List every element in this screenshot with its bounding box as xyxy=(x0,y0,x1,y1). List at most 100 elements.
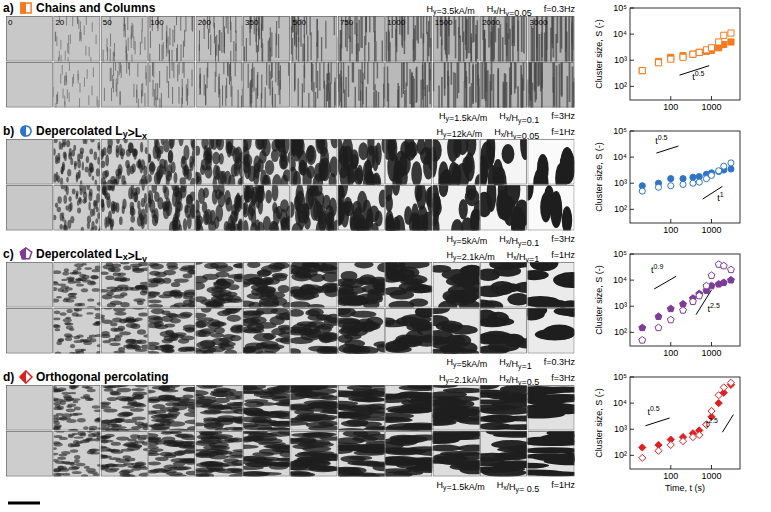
tile-border xyxy=(101,262,147,307)
tile-pattern xyxy=(513,1,515,43)
tile-pattern xyxy=(82,161,84,170)
tile-pattern xyxy=(456,289,484,300)
tile-pattern xyxy=(411,161,422,186)
tile-pattern xyxy=(148,299,162,303)
tile-pattern xyxy=(113,79,114,92)
tile-pattern xyxy=(397,267,419,279)
tile-pattern xyxy=(81,263,87,265)
tile-pattern xyxy=(113,273,121,277)
tile-pattern xyxy=(211,291,228,297)
tile-pattern xyxy=(169,221,176,236)
tile-pattern xyxy=(517,21,519,63)
tile-pattern xyxy=(194,146,200,156)
tile-pattern xyxy=(69,148,72,156)
tile-pattern xyxy=(339,74,340,105)
tile-pattern xyxy=(556,66,558,112)
tile-pattern xyxy=(112,75,113,88)
tile-pattern xyxy=(367,53,368,84)
tile-pattern xyxy=(86,15,87,25)
tile-pattern xyxy=(216,35,217,56)
tile-pattern xyxy=(55,155,58,164)
tile-pattern xyxy=(310,8,311,36)
tile-pattern xyxy=(100,151,104,160)
tile-pattern xyxy=(261,138,271,157)
tile-pattern xyxy=(59,141,61,149)
tile-pattern xyxy=(278,34,279,58)
tile-pattern xyxy=(76,283,84,286)
title-icon xyxy=(21,126,26,136)
tile-background xyxy=(53,185,100,231)
tile-pattern xyxy=(216,278,234,285)
tile-pattern xyxy=(92,269,101,272)
panel: c)Depercolated Lx>Lyf=1HzHx/Hy=1Hy=2.1kA… xyxy=(3,247,591,371)
tile-pattern xyxy=(66,75,67,85)
tile-pattern xyxy=(307,181,317,197)
tile-pattern xyxy=(270,71,271,95)
tile-pattern xyxy=(64,96,65,106)
tile-pattern xyxy=(350,216,360,233)
tile-pattern xyxy=(521,10,523,52)
image-tile xyxy=(148,54,195,115)
image-tile xyxy=(6,62,53,108)
tile-pattern xyxy=(530,44,532,90)
tile-pattern xyxy=(417,8,418,43)
tile-pattern xyxy=(458,0,460,38)
tile-pattern xyxy=(228,215,235,232)
tile-background xyxy=(243,16,290,62)
tile-pattern xyxy=(462,156,473,174)
tile-pattern xyxy=(407,0,408,34)
tile-pattern xyxy=(141,90,142,103)
tile-pattern xyxy=(219,30,220,51)
tile-pattern xyxy=(360,16,361,47)
tile-pattern xyxy=(378,92,379,123)
tile-pattern xyxy=(358,69,359,100)
tile-pattern xyxy=(538,40,540,86)
tile-border xyxy=(54,262,100,307)
tile-pattern xyxy=(453,72,455,111)
tile-border xyxy=(291,62,337,107)
tile-pattern xyxy=(269,65,270,89)
tile-pattern xyxy=(89,188,93,196)
tile-pattern xyxy=(194,296,207,302)
tile-pattern xyxy=(553,60,555,106)
tile-pattern xyxy=(140,142,143,153)
tile-pattern xyxy=(242,203,247,215)
tile-pattern xyxy=(304,203,310,220)
image-tile xyxy=(385,45,432,125)
tile-pattern xyxy=(87,298,94,301)
tile-pattern xyxy=(266,61,267,85)
tile-pattern xyxy=(93,200,97,207)
tile-border xyxy=(149,16,195,61)
tile-pattern xyxy=(50,282,58,286)
tile-border xyxy=(149,139,195,184)
tile-pattern xyxy=(257,279,273,285)
tile-pattern xyxy=(469,45,471,84)
tile-pattern xyxy=(221,32,222,53)
tile-pattern xyxy=(453,137,462,158)
tile-pattern xyxy=(499,24,501,66)
tile-background xyxy=(6,139,53,185)
tile-pattern xyxy=(92,22,93,32)
tile-pattern xyxy=(153,61,154,78)
tile-pattern xyxy=(117,71,118,84)
tile-pattern xyxy=(325,205,335,227)
tile-pattern xyxy=(92,175,95,180)
tile-pattern xyxy=(120,302,129,307)
tile-pattern xyxy=(159,71,160,88)
condition: Hy=3.5kA/m xyxy=(427,4,475,16)
tile-pattern xyxy=(362,82,363,113)
tile-pattern xyxy=(155,140,160,154)
tile-pattern xyxy=(53,148,56,155)
tile-border xyxy=(101,139,147,184)
tile-pattern xyxy=(120,92,121,105)
tile-pattern xyxy=(111,328,118,332)
tile-pattern xyxy=(265,87,266,111)
condition: f=1Hz xyxy=(551,250,575,260)
tile-pattern xyxy=(124,18,125,31)
tile-pattern xyxy=(74,308,79,311)
tile-pattern xyxy=(130,215,135,223)
tile-pattern xyxy=(235,56,236,77)
title-icon xyxy=(21,126,31,136)
tile-pattern xyxy=(348,66,349,97)
image-tile xyxy=(101,13,148,68)
